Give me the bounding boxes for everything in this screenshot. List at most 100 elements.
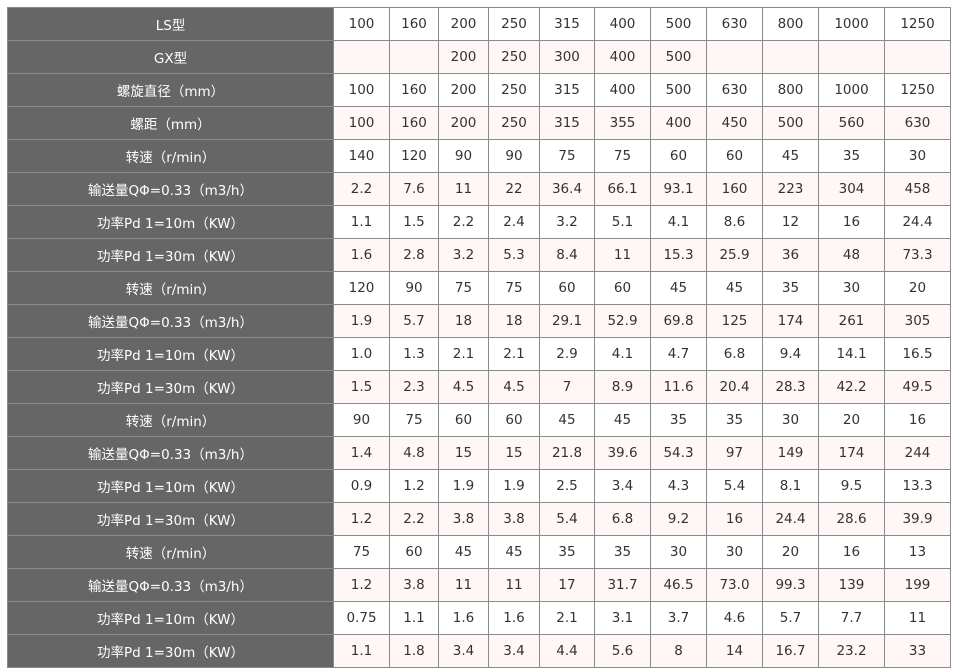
- table-cell: 560: [818, 106, 885, 140]
- table-cell: 3.8: [438, 502, 489, 536]
- table-cell: 630: [706, 73, 763, 107]
- table-cell: 1.3: [389, 337, 439, 371]
- table-cell: 60: [389, 535, 439, 569]
- table-cell: 66.1: [594, 172, 651, 206]
- table-row: 转速（r/min） 140 120 90 90 75 75 60 60 45 35 30: [7, 139, 951, 173]
- table-cell: 16.7: [762, 634, 819, 668]
- table-cell: 3.4: [438, 634, 489, 668]
- table-cell: 800: [762, 73, 819, 107]
- table-cell: 7.6: [389, 172, 439, 206]
- table-cell: 90: [488, 139, 540, 173]
- table-cell: 36: [762, 238, 819, 272]
- table-cell: 3.8: [389, 568, 439, 602]
- row-label: 螺旋直径（mm）: [7, 73, 334, 107]
- table-cell: 48: [818, 238, 885, 272]
- table-cell: 99.3: [762, 568, 819, 602]
- table-cell: 261: [818, 304, 885, 338]
- table-cell: 2.4: [488, 205, 540, 239]
- table-cell: 73.3: [884, 238, 951, 272]
- table-cell: 250: [488, 73, 540, 107]
- table-cell: 1.8: [389, 634, 439, 668]
- spec-table: LS型 100 160 200 250 315 400 500 630 800 1000 1250 GX…: [7, 7, 951, 668]
- table-cell: 315: [539, 73, 595, 107]
- table-cell: [884, 40, 951, 74]
- table-cell: 5.7: [389, 304, 439, 338]
- table-cell: 30: [650, 535, 707, 569]
- table-cell: 2.5: [539, 469, 595, 503]
- table-cell: 3.2: [438, 238, 489, 272]
- table-cell: 400: [594, 7, 651, 41]
- table-cell: 200: [438, 73, 489, 107]
- row-label: 输送量QΦ=0.33（m3/h）: [7, 436, 334, 470]
- table-cell: 13: [884, 535, 951, 569]
- table-cell: 630: [884, 106, 951, 140]
- table-cell: 7: [539, 370, 595, 404]
- table-cell: 500: [650, 7, 707, 41]
- table-row: 输送量QΦ=0.33（m3/h） 2.2 7.6 11 22 36.4 66.1 93.1 16…: [7, 172, 951, 206]
- table-cell: 160: [389, 7, 439, 41]
- table-cell: 1.5: [389, 205, 439, 239]
- table-cell: 2.1: [438, 337, 489, 371]
- table-cell: 60: [650, 139, 707, 173]
- table-cell: 160: [706, 172, 763, 206]
- table-cell: 45: [706, 271, 763, 305]
- table-cell: 244: [884, 436, 951, 470]
- table-cell: 45: [539, 403, 595, 437]
- table-cell: 5.6: [594, 634, 651, 668]
- table-cell: [389, 40, 439, 74]
- table-cell: 1.9: [438, 469, 489, 503]
- table-cell: 305: [884, 304, 951, 338]
- table-cell: 400: [650, 106, 707, 140]
- table-cell: 20.4: [706, 370, 763, 404]
- table-row: 螺距（mm） 100 160 200 250 315 355 400 450 500 560 630: [7, 106, 951, 140]
- table-cell: 45: [488, 535, 540, 569]
- table-cell: 8.6: [706, 205, 763, 239]
- table-cell: 250: [488, 40, 540, 74]
- row-label: 功率Pd 1=30m（KW）: [7, 238, 334, 272]
- row-label: 转速（r/min）: [7, 271, 334, 305]
- table-row: 功率Pd 1=30m（KW） 1.6 2.8 3.2 5.3 8.4 11 15.3 25.9 3…: [7, 238, 951, 272]
- table-cell: 75: [488, 271, 540, 305]
- table-body: LS型 100 160 200 250 315 400 500 630 800 1000 1250 GX…: [7, 7, 951, 668]
- table-cell: 75: [333, 535, 390, 569]
- table-cell: 3.7: [650, 601, 707, 635]
- table-cell: 24.4: [884, 205, 951, 239]
- table-cell: 33: [884, 634, 951, 668]
- table-cell: 2.2: [438, 205, 489, 239]
- table-row: 转速（r/min） 90 75 60 60 45 45 35 35 30 20 16: [7, 403, 951, 437]
- table-cell: 2.2: [333, 172, 390, 206]
- table-cell: 500: [650, 40, 707, 74]
- table-cell: 30: [818, 271, 885, 305]
- table-cell: 2.1: [488, 337, 540, 371]
- table-cell: 28.3: [762, 370, 819, 404]
- table-cell: 75: [594, 139, 651, 173]
- table-cell: 60: [488, 403, 540, 437]
- table-cell: [706, 40, 763, 74]
- table-cell: 90: [333, 403, 390, 437]
- table-row: LS型 100 160 200 250 315 400 500 630 800 1000 1250: [7, 7, 951, 41]
- table-cell: 16.5: [884, 337, 951, 371]
- table-cell: 8.4: [539, 238, 595, 272]
- table-cell: 1.2: [333, 502, 390, 536]
- table-cell: 35: [818, 139, 885, 173]
- table-cell: 7.7: [818, 601, 885, 635]
- table-cell: 18: [438, 304, 489, 338]
- table-cell: 4.4: [539, 634, 595, 668]
- table-cell: 73.0: [706, 568, 763, 602]
- table-cell: 5.4: [539, 502, 595, 536]
- row-label: 转速（r/min）: [7, 403, 334, 437]
- table-cell: 9.4: [762, 337, 819, 371]
- table-cell: 35: [539, 535, 595, 569]
- table-cell: 24.4: [762, 502, 819, 536]
- table-row: GX型 200 250 300 400 500: [7, 40, 951, 74]
- row-label: 输送量QΦ=0.33（m3/h）: [7, 304, 334, 338]
- table-cell: 13.3: [884, 469, 951, 503]
- table-cell: 31.7: [594, 568, 651, 602]
- table-cell: 8.9: [594, 370, 651, 404]
- table-cell: 200: [438, 40, 489, 74]
- table-cell: 149: [762, 436, 819, 470]
- table-cell: 450: [706, 106, 763, 140]
- table-cell: 16: [884, 403, 951, 437]
- table-cell: 1.5: [333, 370, 390, 404]
- table-cell: 30: [884, 139, 951, 173]
